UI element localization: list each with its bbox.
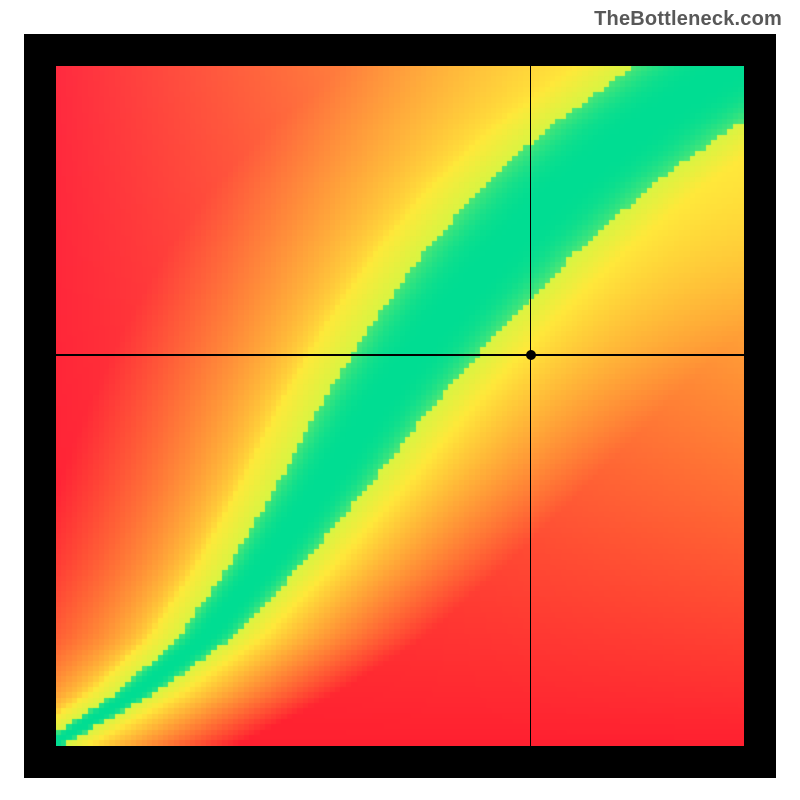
crosshair-vertical [530, 66, 532, 746]
crosshair-horizontal [56, 354, 744, 356]
crosshair-marker [526, 350, 536, 360]
bottleneck-heatmap [56, 66, 744, 746]
watermark-text: TheBottleneck.com [594, 8, 782, 31]
chart-container: TheBottleneck.com [0, 0, 800, 800]
